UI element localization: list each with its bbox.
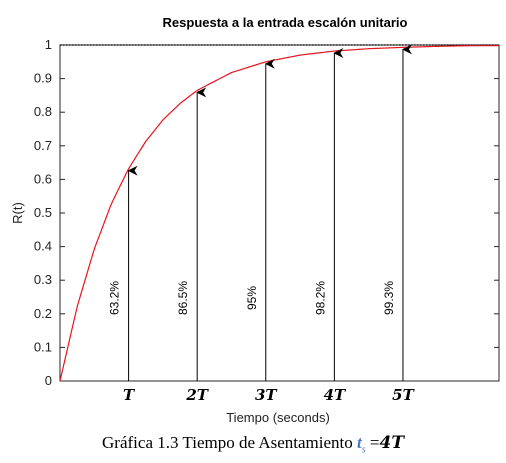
settling-time-subscript: s [361, 444, 366, 456]
x-tick-label-2: 2T [185, 386, 209, 404]
caption-equals: = [365, 433, 380, 452]
y-tick-label: 0.2 [34, 306, 52, 321]
chart-title: Respuesta a la entrada escalón unitario [163, 15, 408, 30]
x-tick-label-4: 4T [324, 386, 347, 404]
percentage-label-1: 63.2% [108, 281, 122, 315]
plot-frame [59, 44, 500, 382]
y-tick-label: 0.6 [34, 171, 52, 186]
step-response-chart: Respuesta a la entrada escalón unitario … [10, 15, 500, 425]
caption-text: Gráfica 1.3 Tiempo de Asentamiento [102, 433, 357, 452]
x-tick-label-1: T [123, 386, 136, 404]
percentage-label-2: 86.5% [176, 281, 190, 315]
percentage-label-4: 98.2% [313, 281, 327, 315]
y-tick-label: 0.8 [34, 104, 52, 119]
y-tick-label: 0.1 [34, 339, 52, 354]
y-tick-label: 0 [45, 373, 52, 388]
y-tick-label: 0.7 [34, 138, 52, 153]
y-tick-label: 0.3 [34, 272, 52, 287]
y-tick-label: 0.9 [34, 71, 52, 86]
x-axis-label: Tiempo (seconds) [226, 410, 330, 425]
settling-time-symbol: t [357, 433, 362, 452]
percentage-label-5: 99.3% [382, 281, 396, 315]
x-tick-label-3: 3T [255, 386, 278, 404]
y-tick-label: 1 [45, 37, 52, 52]
y-tick-label: 0.5 [34, 205, 52, 220]
response-curve [59, 45, 499, 382]
settling-time-value: 4T [379, 433, 404, 453]
plot-area: 0 0.1 0.2 0.3 0.4 0.5 0.6 0.7 0.8 0.9 1 63.2% T 86.5%… [34, 37, 500, 404]
y-axis-label: R(t) [10, 202, 25, 224]
percentage-label-3: 95% [245, 286, 259, 310]
y-tick-label: 0.4 [34, 239, 52, 254]
x-tick-label-5: 5T [392, 386, 415, 404]
figure-caption: Gráfica 1.3 Tiempo de Asentamiento ts =4… [0, 430, 506, 463]
